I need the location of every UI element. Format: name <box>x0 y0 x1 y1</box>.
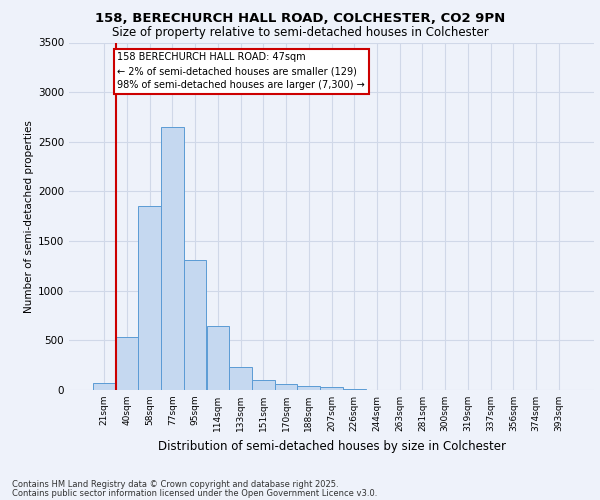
Bar <box>184 260 206 390</box>
Bar <box>343 388 365 390</box>
Bar <box>139 206 161 390</box>
Bar <box>252 380 275 390</box>
Bar <box>116 338 139 390</box>
Text: Contains HM Land Registry data © Crown copyright and database right 2025.: Contains HM Land Registry data © Crown c… <box>12 480 338 489</box>
Text: 158, BERECHURCH HALL ROAD, COLCHESTER, CO2 9PN: 158, BERECHURCH HALL ROAD, COLCHESTER, C… <box>95 12 505 24</box>
Text: Size of property relative to semi-detached houses in Colchester: Size of property relative to semi-detach… <box>112 26 488 39</box>
Bar <box>93 383 116 390</box>
Bar <box>229 367 252 390</box>
X-axis label: Distribution of semi-detached houses by size in Colchester: Distribution of semi-detached houses by … <box>157 440 505 452</box>
Bar <box>161 127 184 390</box>
Text: 158 BERECHURCH HALL ROAD: 47sqm
← 2% of semi-detached houses are smaller (129)
9: 158 BERECHURCH HALL ROAD: 47sqm ← 2% of … <box>118 52 365 90</box>
Bar <box>298 386 320 390</box>
Bar <box>275 384 298 390</box>
Bar <box>320 387 343 390</box>
Y-axis label: Number of semi-detached properties: Number of semi-detached properties <box>24 120 34 312</box>
Bar <box>206 326 229 390</box>
Text: Contains public sector information licensed under the Open Government Licence v3: Contains public sector information licen… <box>12 488 377 498</box>
